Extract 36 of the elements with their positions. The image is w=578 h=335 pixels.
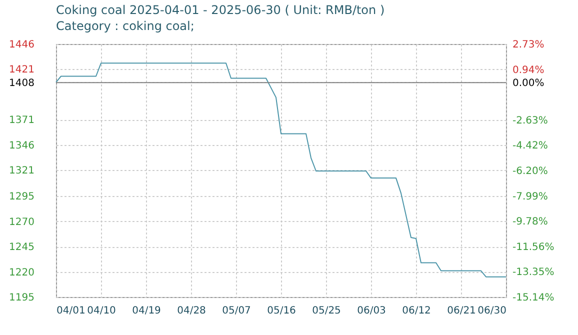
y-tick-label: 1446 [9, 40, 34, 50]
y2-tick-label: -6.20% [512, 166, 548, 177]
y2-tick-label: 0.00% [512, 78, 544, 90]
line-series [56, 62, 506, 278]
x-tick-label: 06/21 [447, 306, 476, 316]
x-tick-label: 06/12 [402, 306, 431, 316]
y2-tick-label: -2.63% [512, 115, 548, 126]
y2-tick-label: 2.73% [512, 40, 544, 50]
chart-title: Coking coal 2025-04-01 - 2025-06-30 ( Unit: RMB/ton ) [56, 3, 385, 17]
y-tick-label: 1408 [9, 78, 34, 89]
y-tick-label: 1321 [9, 165, 34, 176]
x-tick-label: 04/28 [177, 306, 206, 316]
y-tick-label: 1346 [9, 140, 34, 152]
y2-tick-label: -13.35% [512, 267, 554, 278]
y-tick-label: 1371 [9, 115, 34, 126]
x-tick-label: 04/01 [56, 306, 86, 316]
y2-tick-label: -4.42% [512, 140, 548, 152]
y2-tick-label: -7.99% [512, 191, 548, 202]
chart-subtitle: Category : coking coal; [56, 19, 194, 33]
y-tick-label: 1245 [9, 242, 34, 254]
y-tick-label: 1421 [9, 64, 34, 76]
x-tick-label: 05/25 [312, 306, 341, 316]
x-tick-label: 05/07 [222, 306, 251, 316]
y2-tick-label: -11.56% [512, 242, 554, 253]
x-tick-label: 06/30 [478, 306, 506, 316]
y-tick-label: 1195 [9, 292, 34, 304]
y2-tick-label: -9.78% [512, 216, 548, 228]
y2-tick-label: -15.14% [512, 292, 554, 304]
x-tick-label: 04/10 [87, 306, 116, 316]
x-tick-label: 05/16 [267, 306, 296, 316]
y-tick-label: 1295 [9, 192, 34, 203]
x-tick-label: 04/19 [132, 306, 161, 316]
x-tick-label: 06/03 [357, 306, 386, 316]
y-tick-label: 1220 [9, 267, 34, 278]
y2-tick-label: 0.94% [512, 64, 544, 76]
y-tick-label: 1270 [9, 216, 34, 228]
